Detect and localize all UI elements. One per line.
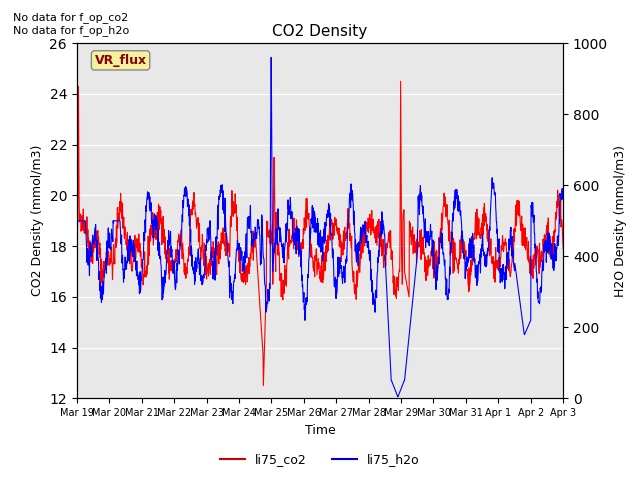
Text: No data for f_op_co2: No data for f_op_co2 bbox=[13, 12, 128, 23]
X-axis label: Time: Time bbox=[305, 424, 335, 437]
Y-axis label: H2O Density (mmol/m3): H2O Density (mmol/m3) bbox=[614, 145, 627, 297]
Y-axis label: CO2 Density (mmol/m3): CO2 Density (mmol/m3) bbox=[31, 145, 44, 297]
Text: VR_flux: VR_flux bbox=[95, 54, 147, 67]
Text: No data for f_op_h2o: No data for f_op_h2o bbox=[13, 25, 129, 36]
Title: CO2 Density: CO2 Density bbox=[273, 24, 367, 39]
Legend: li75_co2, li75_h2o: li75_co2, li75_h2o bbox=[215, 448, 425, 471]
